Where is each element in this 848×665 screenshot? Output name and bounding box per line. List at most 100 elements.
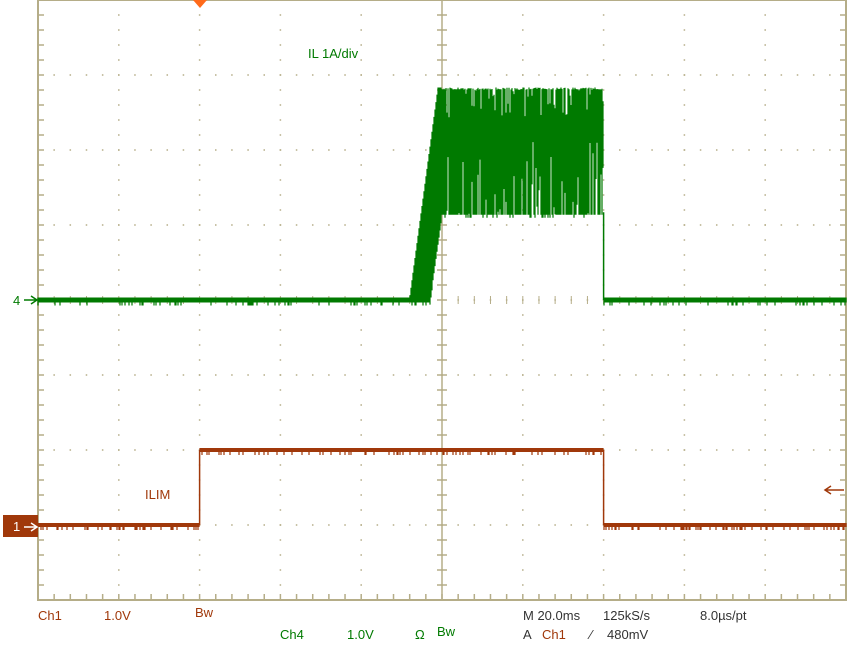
grid-dot (344, 524, 346, 526)
grid-dot (360, 389, 362, 391)
grid-dot (715, 224, 718, 226)
grid-dot (279, 59, 282, 61)
grid-dot (182, 74, 185, 76)
grid-dot (764, 554, 766, 556)
grid-dot (295, 524, 298, 526)
grid-dot (505, 524, 508, 526)
grid-dot (522, 239, 524, 241)
grid-dot (522, 44, 524, 46)
grid-dot (764, 434, 766, 436)
grid-dot (764, 464, 766, 466)
grid-dot (85, 149, 88, 151)
grid-dot (231, 224, 233, 226)
grid-dot (360, 464, 362, 466)
grid-dot (392, 74, 395, 76)
grid-dot (667, 374, 669, 376)
grid-dot (182, 224, 185, 226)
grid-dot (522, 404, 524, 406)
grid-dot (489, 224, 492, 226)
grid-dot (408, 374, 411, 376)
grid-dot (118, 539, 120, 541)
grid-dot (118, 239, 120, 241)
grid-dot (522, 29, 524, 31)
grid-dot (360, 329, 362, 331)
grid-dot (279, 569, 282, 571)
grid-dot (602, 374, 605, 376)
grid-dot (667, 149, 669, 151)
grid-dot (829, 374, 831, 376)
grid-dot (683, 329, 686, 331)
grid-dot (764, 284, 766, 286)
grid-dot (683, 359, 686, 361)
grid-dot (360, 284, 362, 286)
grid-dot (360, 0, 362, 1)
grid-dot (360, 569, 362, 571)
grid-dot (118, 389, 120, 391)
grid-dot (554, 74, 556, 76)
trigger-level-arrow-icon[interactable] (823, 485, 844, 495)
grid-dot (279, 314, 282, 316)
grid-dot (279, 179, 282, 181)
grid-dot (780, 374, 783, 376)
grid-dot (279, 239, 282, 241)
grid-dot (279, 464, 282, 466)
grid-dot (328, 149, 330, 151)
grid-dot (522, 314, 524, 316)
grid-dot (85, 374, 88, 376)
grid-dot (602, 314, 605, 316)
grid-dot (279, 164, 282, 166)
grid-dot (279, 89, 282, 91)
grid-dot (764, 449, 766, 451)
grid-dot (522, 479, 524, 481)
grid-dot (683, 224, 686, 226)
grid-dot (360, 134, 362, 136)
ch1-ground-marker[interactable]: 1 (3, 515, 39, 537)
grid-dot (683, 119, 686, 121)
ch4-name: Ch4 (280, 627, 304, 642)
grid-dot (554, 524, 556, 526)
grid-dot (602, 14, 605, 16)
grid-dot (69, 74, 72, 76)
grid-dot (602, 344, 605, 346)
grid-dot (392, 149, 395, 151)
grid-dot (376, 374, 379, 376)
ch4-ground-marker[interactable]: 4 (13, 293, 39, 308)
grid-dot (602, 434, 605, 436)
grid-dot (408, 224, 411, 226)
grid-dot (118, 419, 120, 421)
grid-dot (829, 224, 831, 226)
grid-dot (118, 164, 120, 166)
grid-dot (473, 524, 476, 526)
grid-dot (69, 374, 72, 376)
grid-dot (764, 74, 766, 76)
traces (37, 87, 847, 530)
grid-dot (683, 509, 686, 511)
grid-dot (764, 59, 766, 61)
grid-dot (667, 74, 669, 76)
grid-dot (522, 59, 524, 61)
grid-dot (198, 284, 201, 286)
grid-dot (392, 524, 395, 526)
grid-dot (215, 524, 217, 526)
grid-dot (554, 374, 556, 376)
grid-dot (360, 14, 362, 16)
grid-dot (812, 449, 815, 451)
grid-dot (619, 449, 621, 451)
grid-dot (683, 149, 686, 151)
grid-dot (118, 344, 120, 346)
grid-dot (263, 224, 265, 226)
grid-dot (764, 239, 766, 241)
trigger-position-marker[interactable] (193, 0, 207, 8)
grid-dot (344, 149, 346, 151)
grid-dot (796, 149, 799, 151)
grid-dot (683, 194, 686, 196)
grid-dot (538, 74, 540, 76)
grid-dot (360, 194, 362, 196)
grid-dot (134, 74, 136, 76)
ch4-bw: Bw (437, 624, 456, 639)
grid-dot (780, 149, 783, 151)
grid-dot (360, 74, 362, 76)
grid-dot (796, 224, 799, 226)
grid-dot (376, 224, 379, 226)
grid-dot (53, 449, 55, 451)
